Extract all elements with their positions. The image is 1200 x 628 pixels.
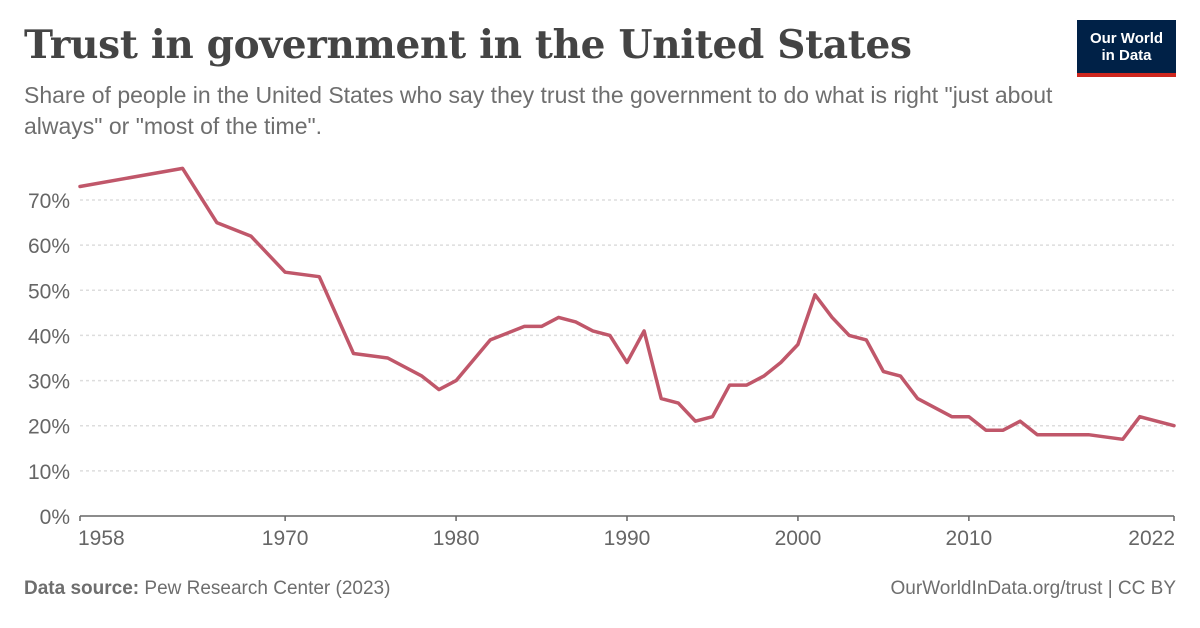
y-tick-label: 60% (28, 235, 70, 258)
logo-line-1: Our World (1089, 29, 1164, 47)
x-tick-label: 2022 (1128, 527, 1175, 550)
source-label: Data source: (24, 578, 140, 599)
x-tick-label: 1990 (604, 527, 651, 550)
y-tick-label: 20% (28, 416, 70, 439)
source-text[interactable]: Pew Research Center (2023) (144, 578, 391, 599)
y-tick-label: 70% (28, 190, 70, 213)
chart-subtitle: Share of people in the United States who… (24, 82, 1053, 139)
y-tick-label: 30% (28, 371, 70, 394)
x-tick-label: 1958 (78, 527, 125, 550)
data-source: Data source: Pew Research Center (2023) (24, 578, 390, 600)
y-tick-label: 10% (28, 461, 70, 484)
x-tick-label: 1980 (433, 527, 480, 550)
x-tick-label: 1970 (262, 527, 309, 550)
owid-logo[interactable]: Our World in Data (1077, 20, 1176, 77)
url-license[interactable]: OurWorldInData.org/trust | CC BY (890, 578, 1176, 599)
y-tick-label: 0% (40, 506, 70, 529)
y-tick-label: 50% (28, 280, 70, 303)
x-tick-label: 2000 (775, 527, 822, 550)
logo-line-2: in Data (1101, 46, 1152, 64)
x-tick-label: 2010 (946, 527, 993, 550)
chart-title: Trust in government in the United States (24, 22, 912, 68)
y-tick-label: 40% (28, 325, 70, 348)
trust-series-line (78, 166, 1176, 442)
